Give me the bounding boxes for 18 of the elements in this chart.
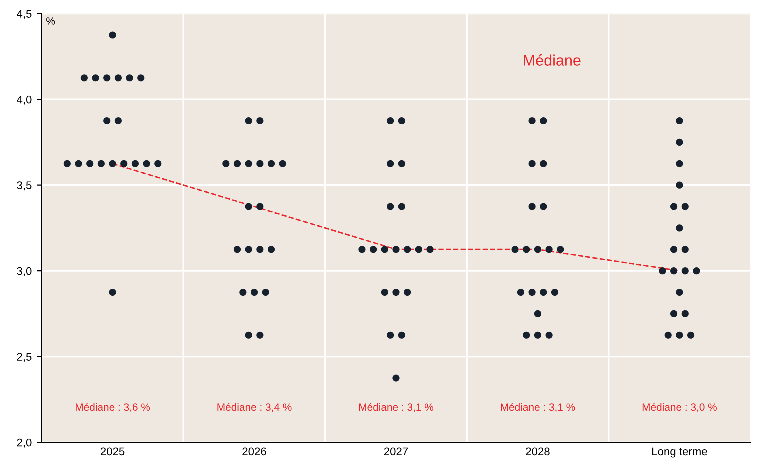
y-tick-label: 2,5	[17, 353, 32, 362]
x-tick-label: 2027	[384, 448, 408, 456]
annotation: Médiane : 3,0 %	[642, 403, 717, 412]
x-tick-label: 2025	[100, 448, 125, 456]
x-tick-label: 2028	[526, 448, 550, 456]
annotation: Médiane : 3,6 %	[76, 403, 150, 412]
text: Médiane	[524, 54, 581, 66]
y-tick-label: 2,0	[17, 438, 32, 448]
y-tick-label: 3,0	[17, 267, 32, 277]
y-tick-label: 4,0	[17, 96, 32, 106]
y-axis-title: %	[46, 18, 56, 25]
annotation: Médiane : 3,1 %	[359, 403, 434, 412]
annotation: Médiane : 3,4 %	[218, 403, 292, 412]
y-tick-label: 4,5	[17, 10, 32, 20]
y-tick-label: 3,5	[17, 182, 32, 191]
x-tick-label: Long terme	[652, 448, 708, 458]
x-tick-label: 2026	[242, 448, 266, 456]
annotation: Médiane : 3,1 %	[501, 403, 576, 412]
